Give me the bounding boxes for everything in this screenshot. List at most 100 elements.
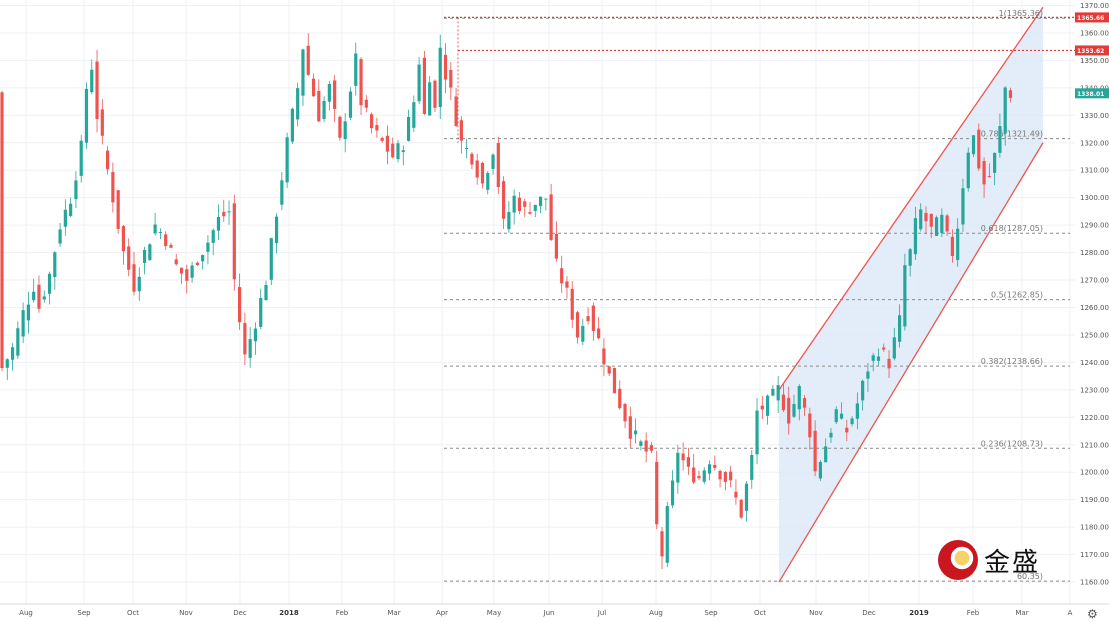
candle-body (670, 480, 675, 506)
candle-body (84, 88, 89, 143)
y-tick-label: 1290.00 (1080, 222, 1109, 230)
candle-body (264, 284, 268, 301)
x-tick-label: May (487, 609, 501, 617)
fib-level-label: 0.618(1287.05) (981, 224, 1043, 233)
candle-body (839, 413, 844, 419)
candle-body (813, 430, 817, 472)
candle-body (311, 78, 316, 97)
candle-body (354, 53, 358, 86)
candle-body (243, 323, 247, 355)
candle-body (364, 99, 368, 108)
candle-body (37, 284, 41, 309)
candle-body (750, 454, 754, 480)
candle-body (443, 54, 448, 80)
candle-body (428, 82, 432, 116)
candle-body (855, 403, 859, 419)
candle-body (549, 194, 553, 241)
price-tags: 1365.66 1353.62 1338.01 (1075, 12, 1109, 99)
channel-upper-line (778, 6, 1044, 391)
fib-level-label: 0.786(1321.49) (981, 130, 1043, 139)
candle-body (502, 181, 506, 219)
candlestick-series (0, 33, 1013, 570)
candle-body (211, 230, 215, 243)
candle-body (338, 116, 342, 138)
candle-body (227, 211, 231, 213)
price-tag (1075, 45, 1109, 56)
candle-body (47, 273, 52, 294)
candle-body (903, 265, 907, 327)
y-tick-label: 1200.00 (1080, 469, 1109, 477)
candle-body (127, 246, 131, 270)
candle-body (0, 92, 4, 369)
candle-body (612, 367, 617, 394)
candle-body (438, 47, 442, 108)
candle-body (924, 212, 928, 222)
candle-body (718, 470, 722, 480)
y-tick-label: 1310.00 (1080, 167, 1109, 175)
candle-body (523, 201, 527, 207)
candle-body (380, 137, 384, 141)
candle-body (861, 380, 865, 401)
x-tick-label: Feb (967, 609, 980, 617)
y-tick-label: 1370.00 (1080, 2, 1109, 10)
candle-body (16, 328, 20, 356)
candle-body (966, 152, 970, 189)
candle-body (623, 404, 627, 422)
candle-body (676, 452, 680, 483)
fib-level-label: 60.35) (1017, 572, 1043, 581)
candle-body (385, 135, 390, 152)
candle-body (90, 69, 94, 93)
candle-body (195, 262, 199, 266)
candle-body (876, 356, 881, 361)
x-tick-label: Feb (336, 609, 349, 617)
candle-body (908, 249, 912, 266)
candle-body (480, 162, 485, 184)
candle-body (771, 388, 775, 396)
candle-body (222, 211, 226, 217)
candle-body (401, 150, 405, 153)
candle-body (602, 348, 606, 365)
y-tick-label: 1260.00 (1080, 304, 1109, 312)
candle-body (560, 268, 564, 284)
fib-level-label: 1(1365.36) (999, 9, 1043, 18)
candle-body (586, 316, 590, 322)
candle-body (296, 88, 300, 120)
candle-body (216, 216, 221, 231)
time-axis[interactable]: Aug Sep Oct Nov Dec 2018 Feb Mar Apr May Jun Jul Aug… (0, 603, 1109, 622)
candle-body (238, 287, 242, 323)
y-tick-label: 1170.00 (1080, 551, 1109, 559)
x-tick-label: Dec (862, 609, 876, 617)
candle-body (111, 171, 115, 203)
candle-body (533, 204, 537, 211)
candle-body (581, 325, 585, 342)
candle-body (153, 224, 157, 234)
candle-body (850, 418, 854, 425)
candle-body (475, 160, 479, 178)
candle-body (929, 213, 933, 227)
candle-body (702, 470, 706, 482)
y-tick-label: 1230.00 (1080, 386, 1109, 394)
candle-body (1003, 87, 1007, 134)
candle-body (808, 413, 812, 438)
candle-body (491, 154, 495, 169)
x-tick-label: Sep (77, 609, 91, 617)
candle-body (95, 61, 99, 120)
x-tick-label: Mar (1015, 609, 1028, 617)
candle-body (961, 188, 965, 225)
x-tick-label: Apr (436, 609, 448, 617)
candle-body (269, 238, 273, 280)
candle-body (766, 395, 770, 416)
candle-body (993, 153, 997, 173)
candle-body (496, 143, 500, 188)
x-tick-label: Nov (809, 609, 823, 617)
candle-body (892, 337, 896, 359)
x-tick-label: 2018 (279, 609, 299, 617)
candle-body (913, 218, 918, 255)
gear-icon[interactable]: ⚙ (1087, 607, 1098, 621)
price-tag-label: 1365.66 (1077, 15, 1104, 22)
candle-body (512, 195, 516, 213)
candle-body (649, 445, 654, 451)
candle-body (169, 244, 173, 248)
candle-body (179, 267, 184, 274)
